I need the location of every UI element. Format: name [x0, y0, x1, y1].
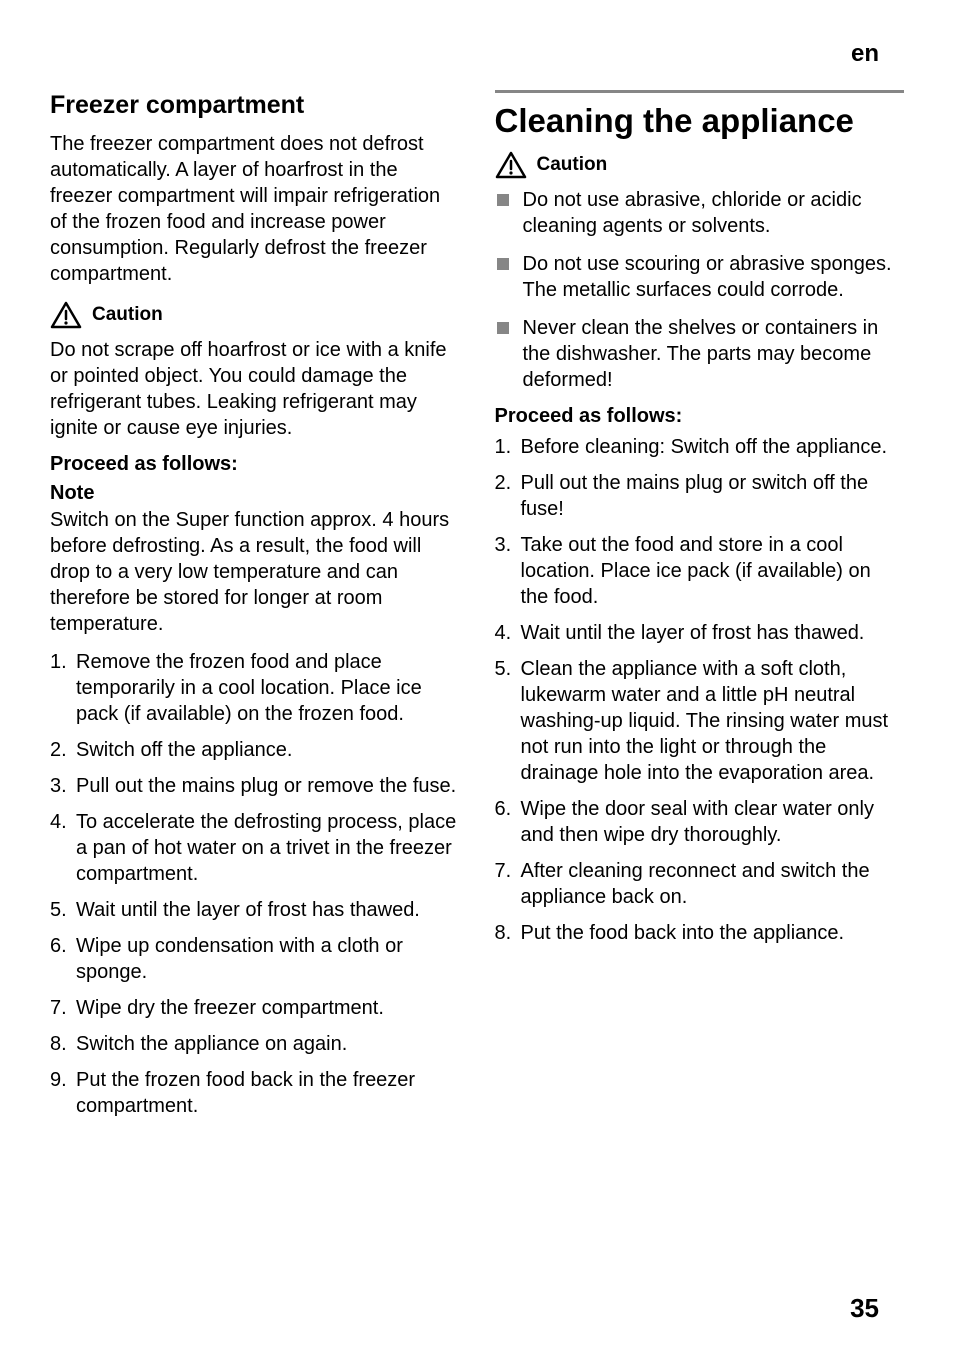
language-code: en: [851, 40, 879, 68]
list-item: Wipe up condensation with a cloth or spo…: [50, 933, 460, 985]
caution-text: Do not scrape off hoarfrost or ice with …: [50, 337, 460, 441]
list-item: Remove the frozen food and place tempora…: [50, 649, 460, 727]
list-item: Take out the food and store in a cool lo…: [495, 532, 905, 610]
note-label: Note: [50, 482, 460, 505]
list-item: Put the frozen food back in the freezer …: [50, 1067, 460, 1119]
freezer-heading: Freezer compartment: [50, 90, 460, 121]
list-item: Switch off the appliance.: [50, 737, 460, 763]
list-item: Do not use abrasive, chloride or acidic …: [495, 187, 905, 239]
caution-row: Caution: [50, 301, 460, 329]
list-item: Pull out the mains plug or remove the fu…: [50, 773, 460, 799]
caution-row: Caution: [495, 151, 905, 179]
list-item: Do not use scouring or abrasive sponges.…: [495, 251, 905, 303]
left-column: Freezer compartment The freezer compartm…: [50, 90, 460, 1129]
page-number: 35: [850, 1293, 879, 1324]
proceed-heading: Proceed as follows:: [495, 405, 905, 428]
list-item: After cleaning reconnect and switch the …: [495, 858, 905, 910]
list-item: Clean the appliance with a soft cloth, l…: [495, 656, 905, 786]
list-item: Never clean the shelves or containers in…: [495, 315, 905, 393]
right-column: Cleaning the appliance Caution Do not us…: [495, 90, 905, 1129]
section-rule: [495, 90, 905, 93]
caution-label: Caution: [92, 304, 163, 326]
list-item: Wait until the layer of frost has thawed…: [50, 897, 460, 923]
warning-icon: [50, 301, 82, 329]
freezer-steps: Remove the frozen food and place tempora…: [50, 649, 460, 1119]
warning-icon: [495, 151, 527, 179]
list-item: Before cleaning: Switch off the applianc…: [495, 434, 905, 460]
cleaning-heading: Cleaning the appliance: [495, 103, 905, 139]
list-item: Pull out the mains plug or switch off th…: [495, 470, 905, 522]
list-item: Wait until the layer of frost has thawed…: [495, 620, 905, 646]
caution-bullets: Do not use abrasive, chloride or acidic …: [495, 187, 905, 393]
list-item: Wipe dry the freezer compartment.: [50, 995, 460, 1021]
note-text: Switch on the Super function approx. 4 h…: [50, 507, 460, 637]
content-columns: Freezer compartment The freezer compartm…: [50, 90, 904, 1129]
list-item: To accelerate the defrosting process, pl…: [50, 809, 460, 887]
caution-label: Caution: [537, 154, 608, 176]
cleaning-steps: Before cleaning: Switch off the applianc…: [495, 434, 905, 946]
list-item: Wipe the door seal with clear water only…: [495, 796, 905, 848]
list-item: Switch the appliance on again.: [50, 1031, 460, 1057]
list-item: Put the food back into the appliance.: [495, 920, 905, 946]
proceed-heading: Proceed as follows:: [50, 453, 460, 476]
freezer-intro: The freezer compartment does not defrost…: [50, 131, 460, 287]
